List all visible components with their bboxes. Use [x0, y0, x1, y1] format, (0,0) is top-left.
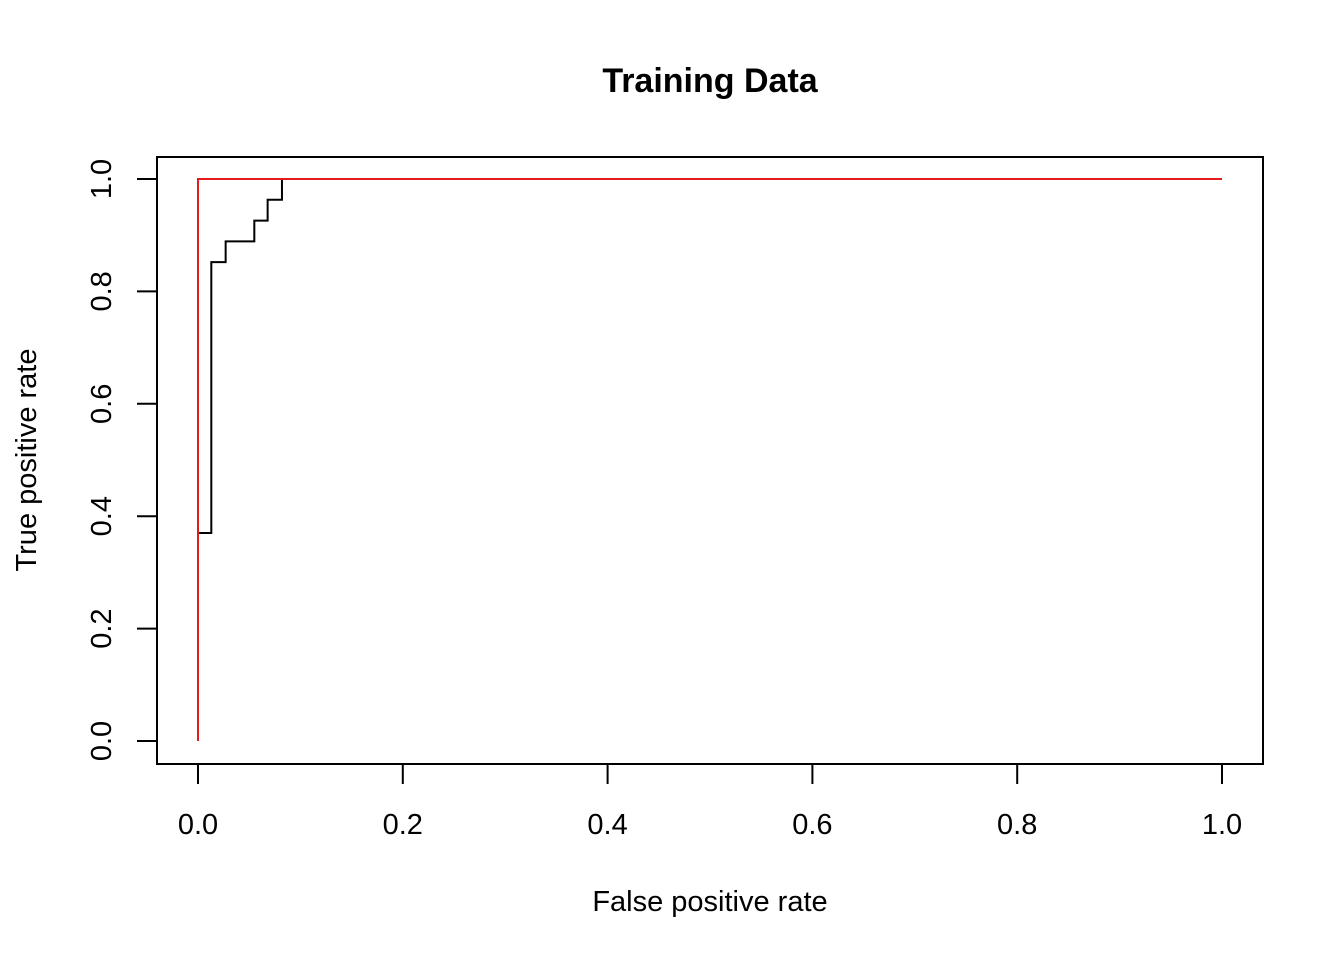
y-tick-label: 0.6 [86, 384, 118, 424]
x-tick-label: 0.2 [383, 809, 423, 841]
chart-title: Training Data [602, 62, 818, 100]
y-tick-label: 0.0 [86, 721, 118, 761]
x-tick-label: 0.4 [587, 809, 627, 841]
roc-curve-series-2 [197, 178, 1222, 741]
y-tick-label: 1.0 [86, 159, 118, 199]
x-tick-label: 0.0 [178, 809, 218, 841]
series-layer [197, 178, 1222, 741]
y-tick-label: 0.8 [86, 271, 118, 311]
x-tick-label: 1.0 [1202, 809, 1242, 841]
y-tick-label: 0.2 [86, 608, 118, 648]
roc-curve-series-1 [197, 178, 1222, 741]
x-axis: 0.0 0.2 0.4 0.6 0.8 1.0 [178, 763, 1242, 841]
y-axis-label: True positive rate [11, 349, 43, 572]
x-tick-label: 0.8 [997, 809, 1037, 841]
y-tick-label: 0.4 [86, 496, 118, 536]
y-axis: 0.0 0.2 0.4 0.6 0.8 1.0 [86, 159, 158, 761]
x-axis-label: False positive rate [592, 886, 827, 918]
x-tick-label: 0.6 [792, 809, 832, 841]
